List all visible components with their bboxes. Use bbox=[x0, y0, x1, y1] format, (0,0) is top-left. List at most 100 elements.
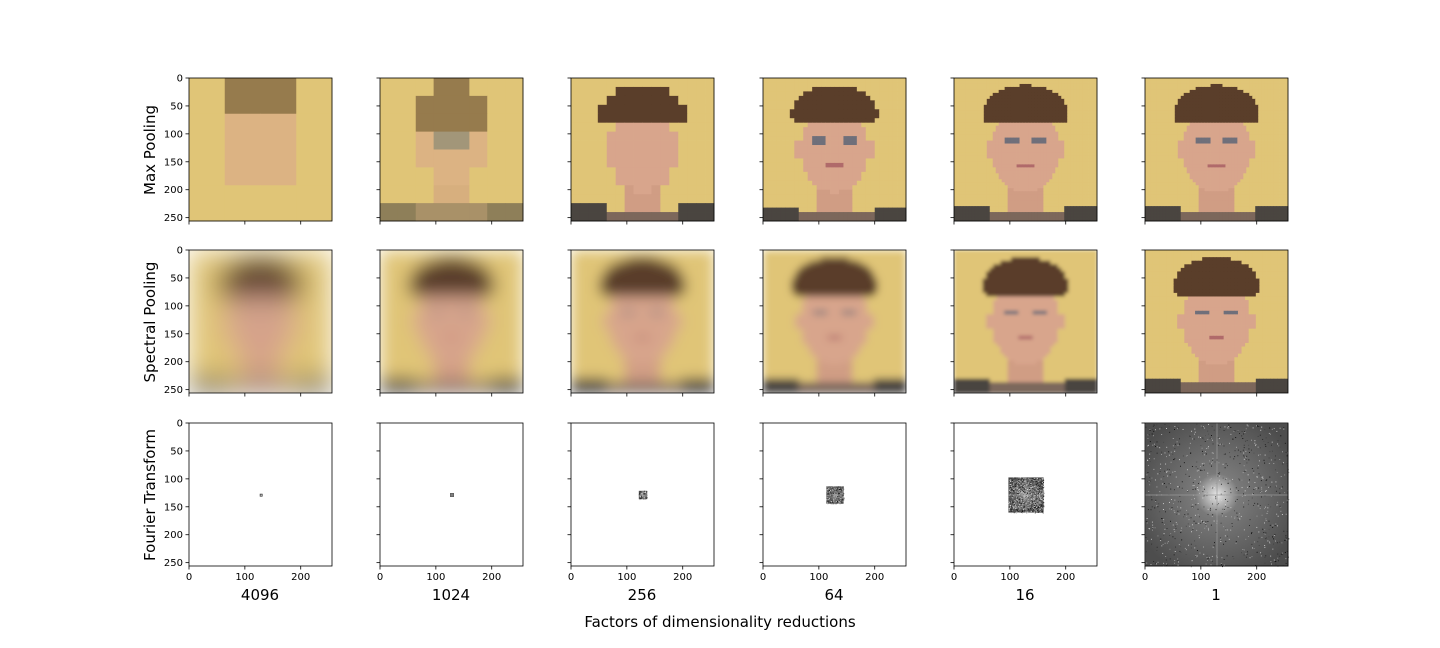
pixel-block bbox=[1058, 191, 1062, 195]
pixel-block bbox=[1225, 119, 1229, 124]
pixel-block bbox=[1046, 143, 1050, 147]
pixel-block bbox=[888, 185, 893, 191]
pixel-block bbox=[986, 143, 991, 147]
pixel-block bbox=[771, 82, 777, 88]
pixel-block bbox=[974, 152, 979, 156]
pixel-block bbox=[794, 82, 800, 88]
pixel-block bbox=[870, 171, 876, 177]
pixel-block bbox=[1007, 179, 1012, 183]
pixel-block bbox=[816, 131, 822, 137]
pixel-block bbox=[821, 176, 826, 182]
pixel-block bbox=[1150, 110, 1155, 115]
pixel-block bbox=[776, 86, 782, 92]
pixel-block bbox=[1162, 98, 1167, 103]
pixel-block bbox=[687, 131, 697, 141]
pixel-block bbox=[1004, 197, 1009, 201]
pixel-block bbox=[1276, 86, 1280, 91]
pixel-block bbox=[1064, 206, 1068, 210]
pixel-block bbox=[1049, 86, 1053, 91]
pixel-block bbox=[1210, 83, 1214, 88]
pixel-block bbox=[995, 107, 1000, 112]
pixel-block bbox=[767, 145, 773, 150]
pixel-block bbox=[852, 180, 858, 186]
pixel-block bbox=[1073, 158, 1077, 162]
pixel-block bbox=[992, 197, 997, 201]
pixel-block bbox=[1147, 78, 1152, 82]
pixel-block bbox=[1079, 158, 1083, 162]
pixel-block bbox=[1237, 101, 1241, 106]
pixel-block bbox=[1007, 200, 1012, 204]
pixel-block bbox=[983, 122, 988, 127]
pixel-block bbox=[1273, 122, 1277, 127]
pixel-block bbox=[1028, 98, 1032, 103]
pixel-block bbox=[1180, 152, 1185, 156]
pixel-block bbox=[1073, 140, 1077, 144]
pixel-block bbox=[825, 78, 831, 83]
pixel-block bbox=[1159, 113, 1164, 118]
pixel-block bbox=[1085, 209, 1089, 213]
pixel-block bbox=[888, 176, 893, 182]
pixel-block bbox=[1156, 101, 1161, 106]
pixel-block bbox=[1225, 149, 1229, 153]
pixel-block bbox=[1043, 191, 1047, 195]
pixel-block bbox=[1156, 146, 1161, 150]
pixel-block bbox=[776, 109, 782, 115]
pixel-block bbox=[812, 153, 818, 159]
pixel-block bbox=[1282, 104, 1286, 109]
pixel-block bbox=[962, 92, 967, 97]
pixel-block bbox=[879, 189, 885, 195]
pixel-block bbox=[1043, 140, 1047, 144]
pixel-block bbox=[1201, 89, 1205, 94]
pixel-block bbox=[767, 122, 773, 128]
pixel-block bbox=[1279, 122, 1283, 127]
pixel-block bbox=[1052, 194, 1056, 198]
pixel-block bbox=[901, 140, 907, 146]
pixel-block bbox=[1082, 191, 1086, 195]
pixel-block bbox=[1040, 119, 1044, 124]
pixel-block bbox=[1210, 78, 1214, 82]
pixel-block bbox=[1025, 125, 1029, 130]
pixel-block bbox=[986, 158, 991, 162]
pixel-block bbox=[998, 158, 1003, 162]
pixel-block bbox=[812, 91, 818, 97]
pixel-block bbox=[971, 98, 976, 103]
pixel-block bbox=[615, 149, 626, 159]
pixel-block bbox=[571, 131, 581, 141]
pixel-block bbox=[974, 143, 979, 147]
pixel-block bbox=[874, 153, 880, 159]
pixel-block bbox=[1004, 107, 1009, 112]
pixel-block bbox=[892, 109, 898, 115]
pixel-block bbox=[1046, 89, 1050, 94]
pixel-block bbox=[1046, 86, 1050, 91]
pixel-block bbox=[1016, 128, 1020, 133]
pixel-block bbox=[1013, 215, 1017, 219]
pixel-block bbox=[956, 215, 961, 219]
pixel-block bbox=[830, 86, 835, 92]
pixel-block bbox=[1234, 80, 1238, 85]
pixel-block bbox=[1267, 143, 1271, 147]
pixel-block bbox=[1049, 158, 1053, 162]
pixel-block bbox=[1234, 137, 1238, 141]
pixel-block bbox=[1058, 131, 1062, 136]
pixel-block bbox=[1064, 131, 1068, 136]
pixel-block bbox=[1264, 107, 1268, 112]
pixel-block bbox=[1091, 78, 1095, 82]
pixel-block bbox=[807, 113, 813, 119]
pixel-block bbox=[977, 170, 982, 174]
pixel-block bbox=[1013, 80, 1017, 85]
pixel-block bbox=[1073, 116, 1077, 121]
pixel-block bbox=[989, 86, 994, 91]
pixel-block bbox=[1061, 125, 1065, 130]
pixel-block bbox=[892, 113, 898, 119]
pixel-block bbox=[1153, 110, 1158, 115]
pixel-block bbox=[965, 173, 970, 177]
pixel-block bbox=[1010, 152, 1014, 156]
pixel-block bbox=[874, 91, 880, 97]
pixel-block bbox=[977, 83, 982, 88]
pixel-block bbox=[980, 140, 985, 144]
pixel-block bbox=[1016, 167, 1020, 171]
pixel-block bbox=[971, 167, 976, 171]
pixel-block bbox=[995, 86, 1000, 91]
pixel-block bbox=[1276, 131, 1280, 136]
pixel-block bbox=[816, 149, 822, 155]
